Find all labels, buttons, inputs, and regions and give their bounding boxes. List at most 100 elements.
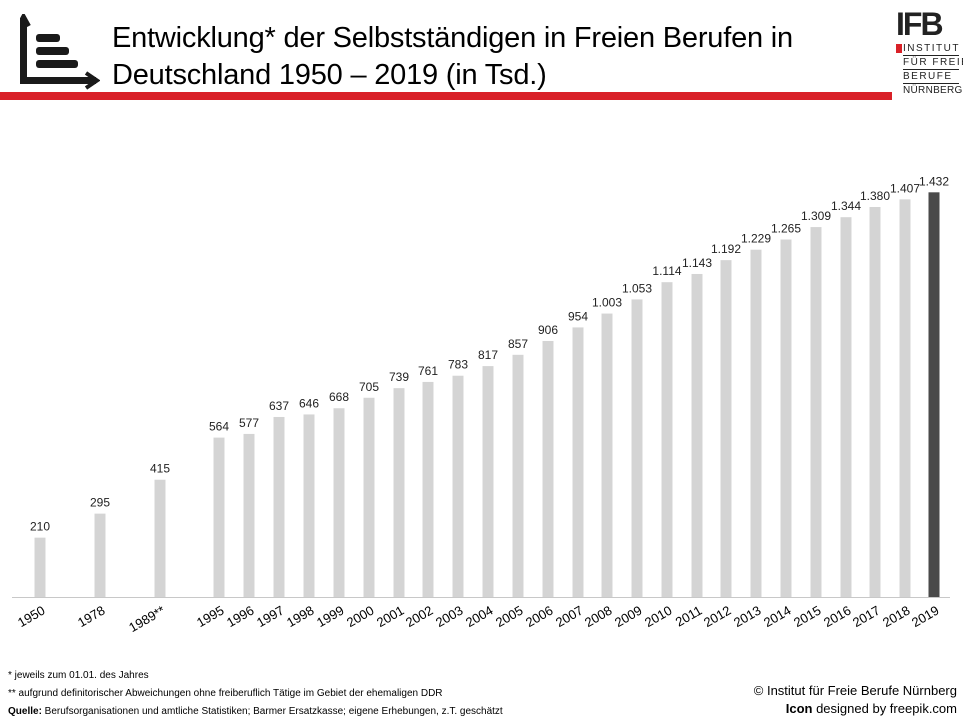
bar-2004 xyxy=(482,366,494,597)
logo-line-3: BERUFE xyxy=(903,71,953,82)
bar-2003 xyxy=(452,375,464,597)
x-tick-label: 1978 xyxy=(75,603,108,630)
bar-2019 xyxy=(928,192,940,597)
data-label: 857 xyxy=(508,337,528,351)
bar-2008 xyxy=(601,313,613,597)
data-label: 646 xyxy=(299,396,319,410)
source-note: Quelle: Berufsorganisationen und amtlich… xyxy=(8,706,503,718)
ifb-logo: IFB INSTITUT FÜR FREIE BERUFE NÜRNBERG xyxy=(896,6,963,104)
data-label: 739 xyxy=(389,370,409,384)
bar-1997 xyxy=(273,416,285,597)
bar-1998 xyxy=(303,414,315,597)
bar-2011 xyxy=(691,273,703,597)
x-tick-label: 2015 xyxy=(791,603,824,630)
x-tick-label: 2011 xyxy=(673,603,705,630)
data-label: 1.309 xyxy=(801,209,831,223)
data-label: 668 xyxy=(329,390,349,404)
data-label: 577 xyxy=(239,416,259,430)
bar-2018 xyxy=(899,199,911,597)
bar-1978 xyxy=(94,513,106,597)
footnote-2: ** aufgrund definitorischer Abweichungen… xyxy=(8,688,443,699)
bar-2001 xyxy=(393,388,405,597)
bar-1989 xyxy=(154,479,166,597)
bar-2016 xyxy=(840,217,852,597)
header-accent-rule xyxy=(0,92,892,100)
logo-divider xyxy=(903,55,959,56)
bar-chart-icon xyxy=(20,14,100,90)
bar-2006 xyxy=(542,340,554,597)
bar-2017 xyxy=(869,207,881,597)
x-tick-label: 2017 xyxy=(850,603,883,630)
bar-1950 xyxy=(34,537,46,597)
x-tick-label: 2010 xyxy=(642,603,675,630)
x-tick-label: 2012 xyxy=(701,603,734,630)
bar-1999 xyxy=(333,408,345,597)
data-label: 1.432 xyxy=(919,174,949,188)
copyright-text: © Institut für Freie Berufe Nürnberg xyxy=(753,683,957,698)
x-tick-label: 2004 xyxy=(463,603,496,630)
page-title-line-2: Deutschland 1950 – 2019 (in Tsd.) xyxy=(112,59,547,91)
data-label: 906 xyxy=(538,323,558,337)
data-label: 415 xyxy=(150,462,170,476)
data-label: 210 xyxy=(30,520,50,534)
data-label: 1.003 xyxy=(592,296,622,310)
x-tick-label: 2014 xyxy=(761,603,794,630)
logo-line-4: NÜRNBERG xyxy=(903,85,963,96)
logo-red-square xyxy=(896,44,902,53)
data-label: 295 xyxy=(90,496,110,510)
bar-2015 xyxy=(810,227,822,597)
data-label: 1.380 xyxy=(860,189,890,203)
data-label: 1.229 xyxy=(741,232,771,246)
x-tick-label: 2001 xyxy=(374,603,407,630)
bar-chart: 210 1950 295 1978 415 1989** 564 1995 577 1996 637… xyxy=(12,174,950,636)
logo-divider xyxy=(903,83,959,84)
icon-credit-text: designed by freepik.com xyxy=(812,701,957,716)
x-tick-label: 2008 xyxy=(582,603,615,630)
x-tick-label: 1989** xyxy=(126,603,167,636)
x-tick-label: 1997 xyxy=(254,603,287,630)
bar-1995 xyxy=(213,437,225,597)
data-label: 1.053 xyxy=(622,281,652,295)
data-label: 1.344 xyxy=(831,199,861,213)
bar-1996 xyxy=(243,433,255,597)
icon-credit: Icon designed by freepik.com xyxy=(786,701,957,717)
bar-2000 xyxy=(363,397,375,597)
data-label: 1.192 xyxy=(711,242,741,256)
footnote-1: * jeweils zum 01.01. des Jahres xyxy=(8,670,149,681)
header: Entwicklung* der Selbstständigen in Frei… xyxy=(0,0,963,100)
data-label: 637 xyxy=(269,399,289,413)
bar-2014 xyxy=(780,239,792,598)
logo-line-2: FÜR FREIE xyxy=(903,57,963,68)
x-tick-label: 2003 xyxy=(433,603,466,630)
logo-line-1: INSTITUT xyxy=(903,43,960,54)
x-tick-label: 2002 xyxy=(403,603,436,630)
data-label: 1.265 xyxy=(771,222,801,236)
bar-2009 xyxy=(631,299,643,597)
x-tick-label: 2016 xyxy=(821,603,854,630)
x-tick-label: 1998 xyxy=(284,603,317,630)
x-tick-label: 2007 xyxy=(553,603,586,630)
logo-mark: IFB xyxy=(896,6,944,42)
x-tick-label: 2009 xyxy=(612,603,645,630)
x-tick-label: 1995 xyxy=(194,603,227,630)
bar-2007 xyxy=(572,327,584,597)
x-tick-label: 1999 xyxy=(314,603,347,630)
data-label: 564 xyxy=(209,420,229,434)
logo-divider xyxy=(903,69,959,70)
bar-2005 xyxy=(512,354,524,597)
data-label: 705 xyxy=(359,380,379,394)
bar-2010 xyxy=(661,282,673,597)
data-label: 761 xyxy=(418,364,438,378)
icon-credit-label: Icon xyxy=(785,701,813,716)
x-tick-label: 2000 xyxy=(344,603,377,630)
page-title-line-1: Entwicklung* der Selbstständigen in Frei… xyxy=(112,22,793,54)
data-label: 954 xyxy=(568,309,588,323)
data-label: 817 xyxy=(478,348,498,362)
bar-2013 xyxy=(750,249,762,597)
source-text: Berufsorganisationen und amtliche Statis… xyxy=(41,706,503,717)
bar-2012 xyxy=(720,260,732,597)
x-tick-label: 2013 xyxy=(731,603,764,630)
bar-2002 xyxy=(422,381,434,597)
x-tick-label: 2019 xyxy=(909,603,942,630)
x-tick-label: 1950 xyxy=(15,603,48,630)
